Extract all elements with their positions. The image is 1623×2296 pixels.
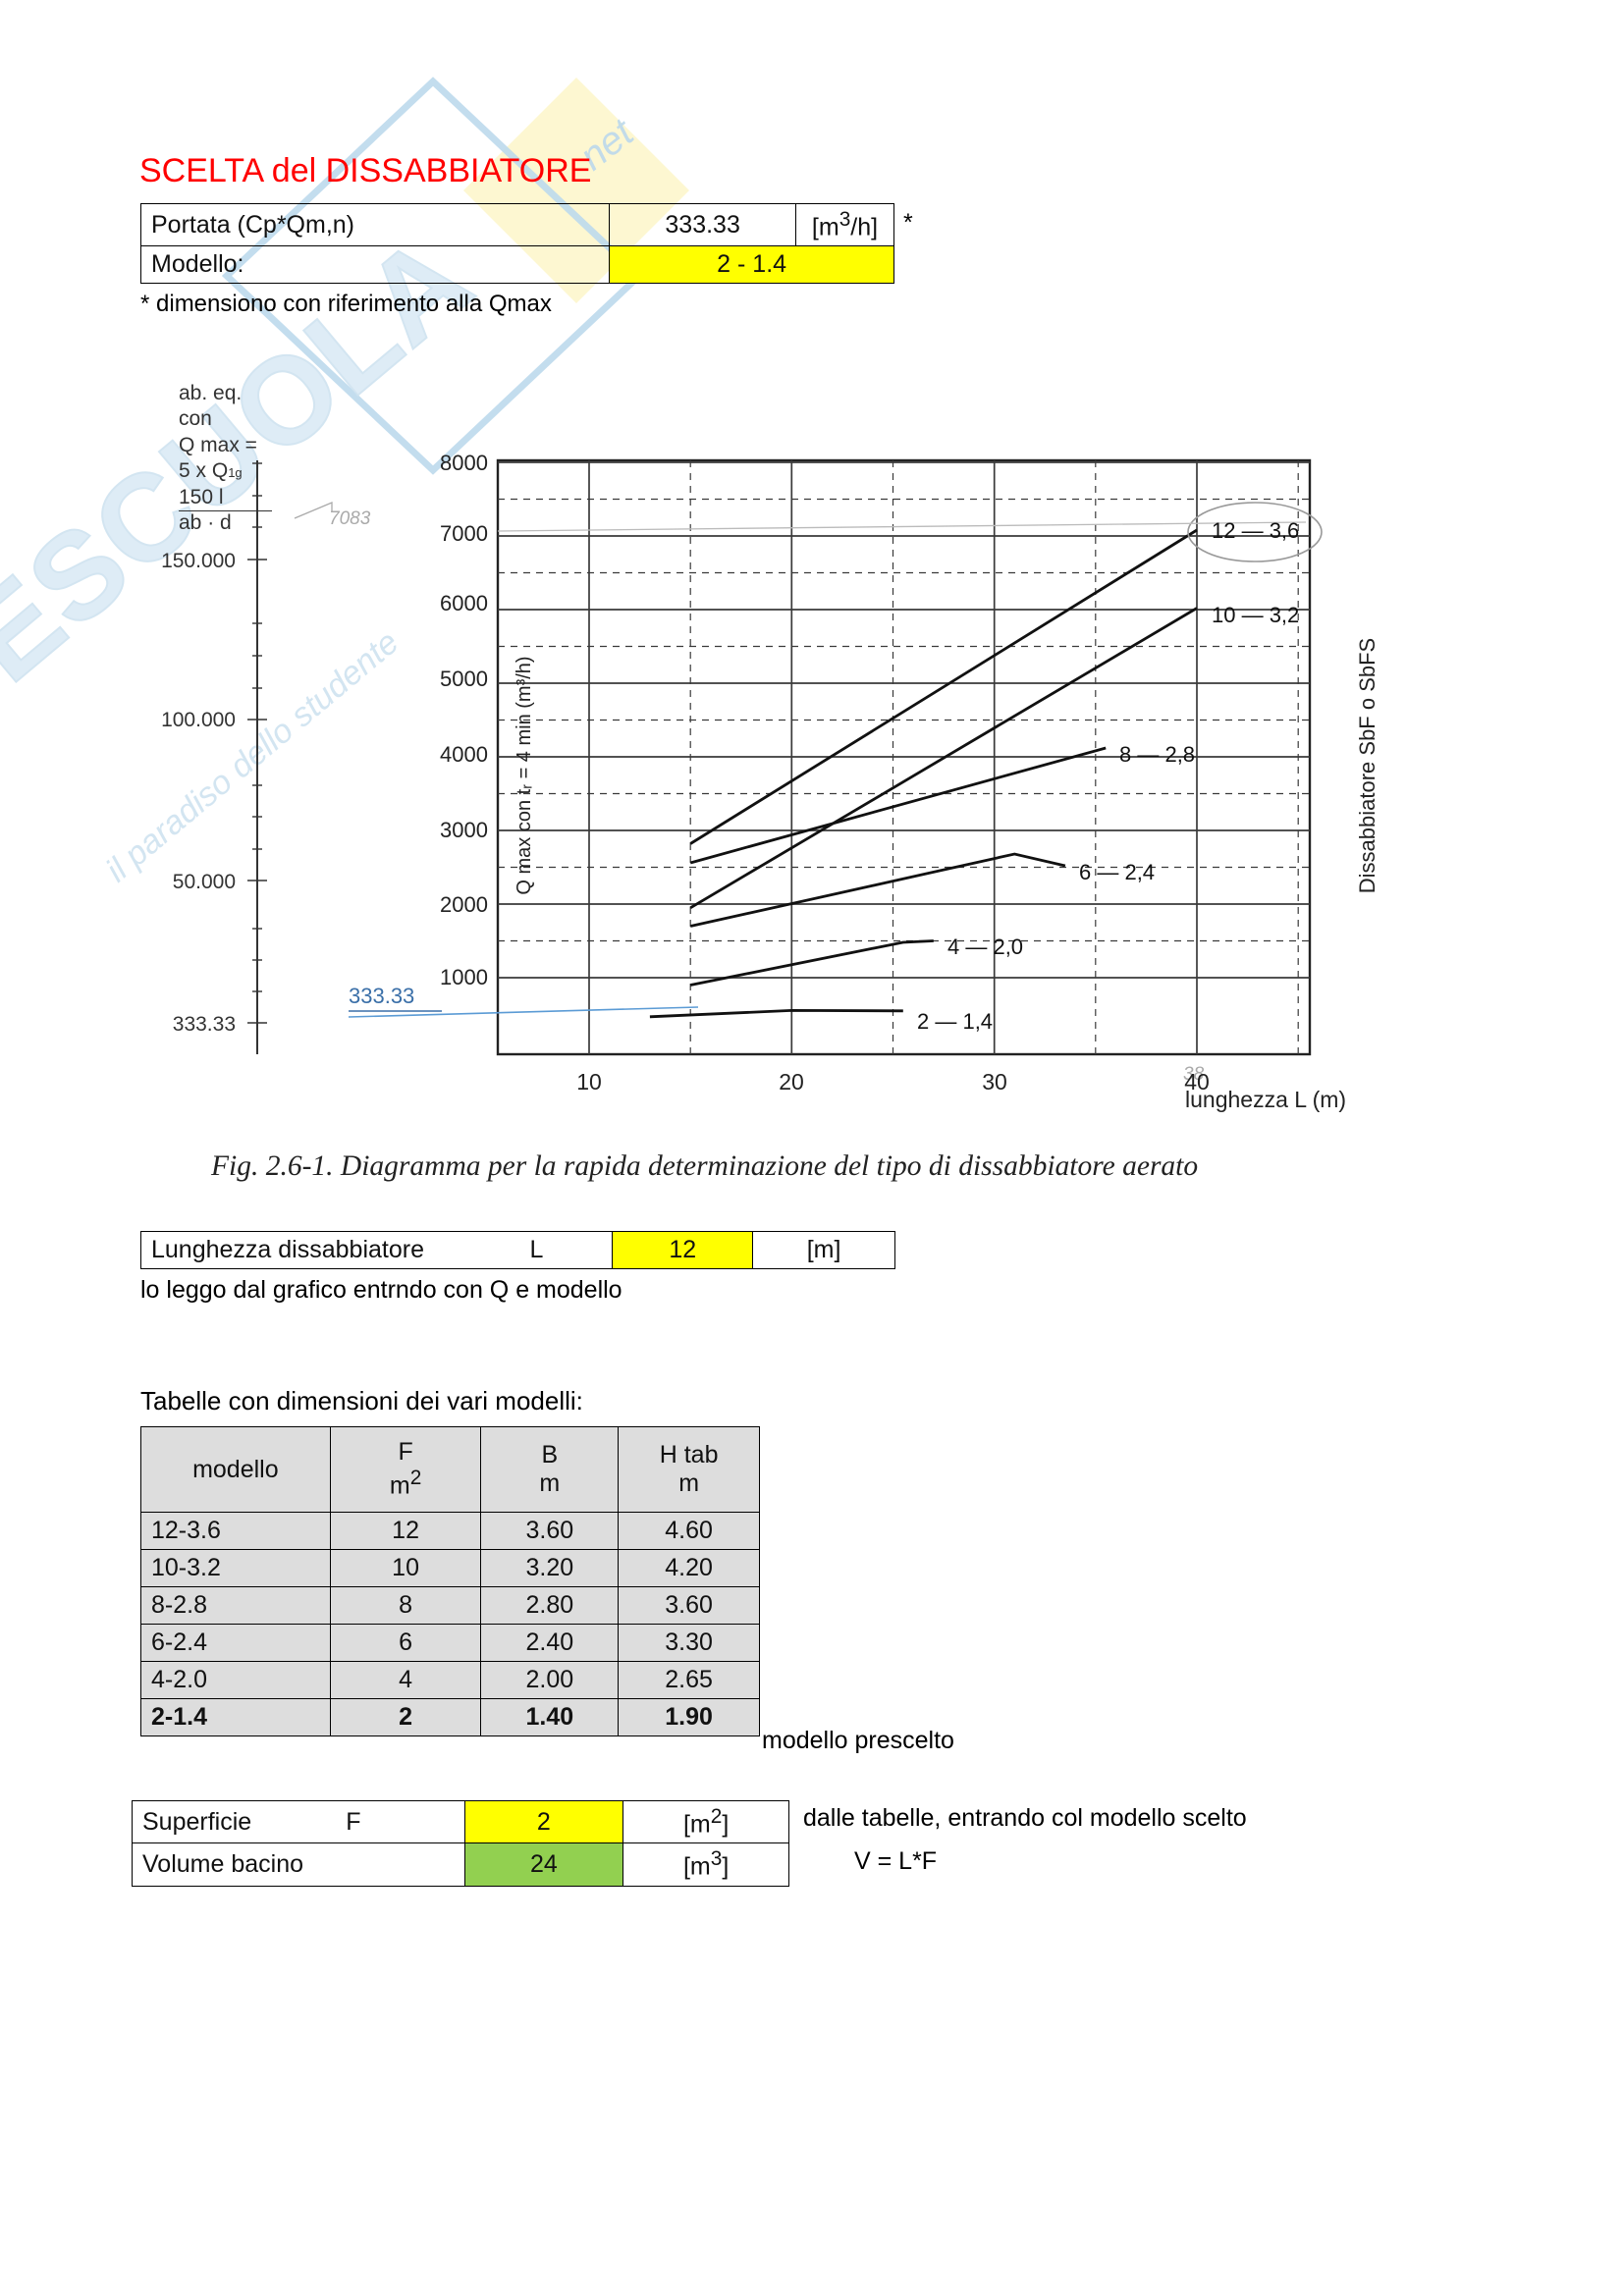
svg-text:12 — 3,6: 12 — 3,6	[1212, 518, 1299, 543]
svg-text:lunghezza L (m): lunghezza L (m)	[1185, 1087, 1346, 1112]
svg-text:2 — 1,4: 2 — 1,4	[917, 1009, 993, 1034]
svg-text:4000: 4000	[440, 742, 488, 767]
svg-text:5000: 5000	[440, 667, 488, 691]
svg-text:Fig. 2.6-1. Diagramma per la r: Fig. 2.6-1. Diagramma per la rapida dete…	[210, 1150, 1198, 1182]
svg-text:Dissabbiatore SbF o SbFS: Dissabbiatore SbF o SbFS	[1355, 638, 1380, 893]
svg-text:100.000: 100.000	[161, 709, 236, 731]
svg-text:6000: 6000	[440, 591, 488, 615]
svg-text:Q max con tᵣ = 4 min (m³/h): Q max con tᵣ = 4 min (m³/h)	[514, 656, 535, 894]
svg-text:333.33: 333.33	[173, 1013, 236, 1036]
svg-text:30: 30	[982, 1069, 1007, 1095]
svg-text:7000: 7000	[440, 521, 488, 546]
svg-text:7083: 7083	[329, 508, 371, 529]
svg-text:3000: 3000	[440, 818, 488, 842]
svg-text:20: 20	[779, 1069, 804, 1095]
svg-text:1000: 1000	[440, 965, 488, 989]
svg-text:8000: 8000	[440, 451, 488, 475]
svg-text:6 — 2,4: 6 — 2,4	[1079, 860, 1155, 884]
svg-text:333.33: 333.33	[349, 984, 414, 1008]
svg-text:8 — 2,8: 8 — 2,8	[1119, 742, 1195, 767]
svg-text:10 — 3,2: 10 — 3,2	[1212, 603, 1299, 627]
svg-text:4 — 2,0: 4 — 2,0	[947, 934, 1023, 959]
svg-text:150.000: 150.000	[161, 550, 236, 572]
svg-text:50.000: 50.000	[173, 871, 236, 893]
svg-text:10: 10	[576, 1069, 602, 1095]
svg-text:2000: 2000	[440, 892, 488, 917]
